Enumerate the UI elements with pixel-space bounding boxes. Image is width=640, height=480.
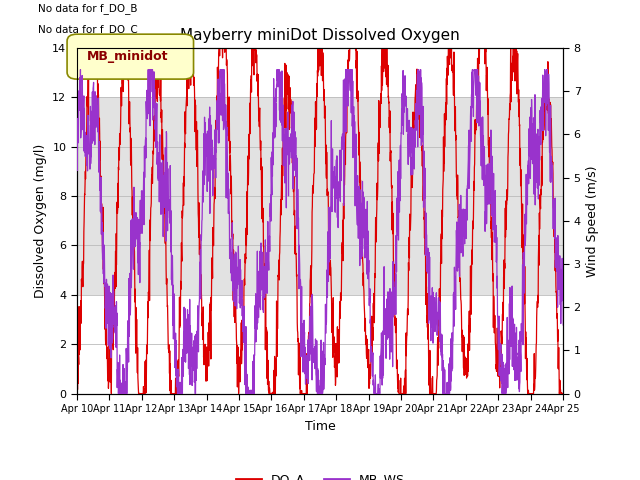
Text: No data for f_DO_B: No data for f_DO_B xyxy=(38,3,138,14)
Y-axis label: Dissolved Oxygen (mg/l): Dissolved Oxygen (mg/l) xyxy=(34,144,47,298)
X-axis label: Time: Time xyxy=(305,420,335,432)
Title: Mayberry miniDot Dissolved Oxygen: Mayberry miniDot Dissolved Oxygen xyxy=(180,28,460,43)
Legend: DO_A, MB_WS: DO_A, MB_WS xyxy=(230,468,410,480)
Y-axis label: Wind Speed (m/s): Wind Speed (m/s) xyxy=(586,165,599,276)
Bar xyxy=(77,97,563,295)
Text: No data for f_DO_C: No data for f_DO_C xyxy=(38,24,138,35)
Text: MB_minidot: MB_minidot xyxy=(86,50,168,63)
FancyBboxPatch shape xyxy=(67,34,193,79)
